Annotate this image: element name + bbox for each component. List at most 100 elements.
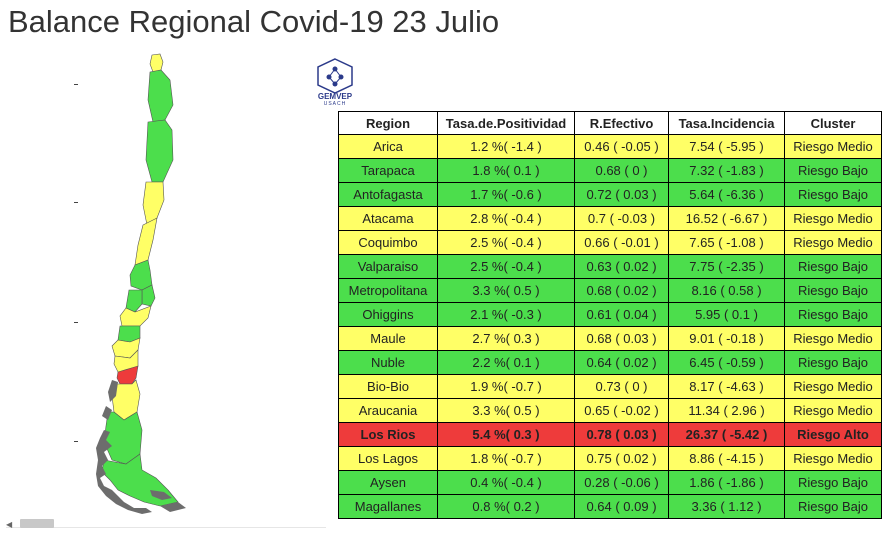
cell-cluster: Riesgo Bajo	[784, 278, 882, 303]
cell-cluster: Riesgo Bajo	[784, 494, 882, 519]
cell-region: Araucania	[338, 398, 438, 423]
map-tick	[74, 202, 78, 203]
cell-incidencia: 7.32 ( -1.83 )	[668, 158, 785, 183]
map-region-tarapaca	[147, 69, 174, 123]
table-row: Atacama 2.8 %( -0.4 ) 0.7 ( -0.03 ) 16.52 (…	[338, 206, 882, 231]
cell-incidencia: 8.86 ( -4.15 )	[668, 446, 785, 471]
cell-r-efectivo: 0.64 ( 0.02 )	[574, 350, 669, 375]
map-region-valparaiso	[129, 259, 153, 291]
cell-region: Nuble	[338, 350, 438, 375]
cell-incidencia: 5.64 ( -6.36 )	[668, 182, 785, 207]
cell-cluster: Riesgo Medio	[784, 230, 882, 255]
cell-region: Los Lagos	[338, 446, 438, 471]
cell-r-efectivo: 0.64 ( 0.09 )	[574, 494, 669, 519]
cell-cluster: Riesgo Medio	[784, 326, 882, 351]
cell-r-efectivo: 0.68 ( 0.03 )	[574, 326, 669, 351]
chevron-left-icon[interactable]: ◀	[6, 520, 13, 529]
map-tick	[74, 441, 78, 442]
cell-region: Valparaiso	[338, 254, 438, 279]
table-row: Metropolitana 3.3 %( 0.5 ) 0.68 ( 0.02 ) 8.…	[338, 278, 882, 303]
cell-incidencia: 7.54 ( -5.95 )	[668, 134, 785, 159]
cell-region: Metropolitana	[338, 278, 438, 303]
map-region-coquimbo	[134, 217, 158, 266]
cell-cluster: Riesgo Bajo	[784, 254, 882, 279]
map-region-antofagasta	[145, 119, 174, 183]
chile-region-map	[60, 50, 260, 520]
table-row: Coquimbo 2.5 %( -0.4 ) 0.66 ( -0.01 ) 7.65 …	[338, 230, 882, 255]
table-row: Los Rios 5.4 %( 0.3 ) 0.78 ( 0.03 ) 26.37 (…	[338, 422, 882, 447]
header-region: Region	[338, 111, 438, 135]
cell-region: Coquimbo	[338, 230, 438, 255]
cell-region: Magallanes	[338, 494, 438, 519]
page-title: Balance Regional Covid-19 23 Julio	[8, 4, 500, 39]
cell-cluster: Riesgo Medio	[784, 374, 882, 399]
table-row: Nuble 2.2 %( 0.1 ) 0.64 ( 0.02 ) 6.45 ( -0.…	[338, 350, 882, 375]
cell-incidencia: 8.16 ( 0.58 )	[668, 278, 785, 303]
cell-positividad: 1.7 %( -0.6 )	[437, 182, 575, 207]
cell-region: Bio-Bio	[338, 374, 438, 399]
cell-r-efectivo: 0.65 ( -0.02 )	[574, 398, 669, 423]
cell-positividad: 5.4 %( 0.3 )	[437, 422, 575, 447]
cell-region: Los Rios	[338, 422, 438, 447]
table-row: Bio-Bio 1.9 %( -0.7 ) 0.73 ( 0 ) 8.17 ( -4.…	[338, 374, 882, 399]
cell-incidencia: 6.45 ( -0.59 )	[668, 350, 785, 375]
chile-map-svg	[96, 53, 186, 514]
cell-incidencia: 8.17 ( -4.63 )	[668, 374, 785, 399]
cell-region: Antofagasta	[338, 182, 438, 207]
cell-positividad: 1.8 %( -0.7 )	[437, 446, 575, 471]
map-region-aysen	[103, 411, 143, 465]
cell-positividad: 2.5 %( -0.4 )	[437, 230, 575, 255]
map-region-atacama	[142, 181, 165, 226]
cell-r-efectivo: 0.61 ( 0.04 )	[574, 302, 669, 327]
cell-r-efectivo: 0.68 ( 0 )	[574, 158, 669, 183]
header-cluster: Cluster	[784, 111, 882, 135]
cell-region: Aysen	[338, 470, 438, 495]
cell-cluster: Riesgo Medio	[784, 398, 882, 423]
table-row: Arica 1.2 %( -1.4 ) 0.46 ( -0.05 ) 7.54 ( -…	[338, 134, 882, 159]
cell-incidencia: 1.86 ( -1.86 )	[668, 470, 785, 495]
cell-cluster: Riesgo Bajo	[784, 302, 882, 327]
cell-positividad: 2.8 %( -0.4 )	[437, 206, 575, 231]
cell-positividad: 3.3 %( 0.5 )	[437, 398, 575, 423]
cell-positividad: 1.8 %( 0.1 )	[437, 158, 575, 183]
table-row: Magallanes 0.8 %( 0.2 ) 0.64 ( 0.09 ) 3.36 …	[338, 494, 882, 519]
scrollbar-thumb[interactable]	[20, 519, 54, 528]
cell-incidencia: 11.34 ( 2.96 )	[668, 398, 785, 423]
cell-positividad: 3.3 %( 0.5 )	[437, 278, 575, 303]
coast-fjords	[96, 430, 152, 514]
table-row: Maule 2.7 %( 0.3 ) 0.68 ( 0.03 ) 9.01 ( -0.…	[338, 326, 882, 351]
cell-incidencia: 7.65 ( -1.08 )	[668, 230, 785, 255]
cell-r-efectivo: 0.66 ( -0.01 )	[574, 230, 669, 255]
map-region-ohiggins	[125, 289, 143, 313]
cell-r-efectivo: 0.78 ( 0.03 )	[574, 422, 669, 447]
map-tick	[74, 84, 78, 85]
cell-cluster: Riesgo Bajo	[784, 182, 882, 207]
cell-cluster: Riesgo Bajo	[784, 470, 882, 495]
gemvep-logo	[312, 57, 358, 109]
regional-balance-table: Region Tasa.de.Positividad R.Efectivo Ta…	[338, 111, 882, 519]
table-row: Valparaiso 2.5 %( -0.4 ) 0.63 ( 0.02 ) 7.75…	[338, 254, 882, 279]
cell-region: Tarapaca	[338, 158, 438, 183]
cell-incidencia: 7.75 ( -2.35 )	[668, 254, 785, 279]
table-row: Araucania 3.3 %( 0.5 ) 0.65 ( -0.02 ) 11.34…	[338, 398, 882, 423]
cell-r-efectivo: 0.73 ( 0 )	[574, 374, 669, 399]
scrollbar-track	[6, 527, 326, 528]
cell-region: Arica	[338, 134, 438, 159]
cell-r-efectivo: 0.28 ( -0.06 )	[574, 470, 669, 495]
cell-region: Ohiggins	[338, 302, 438, 327]
cell-positividad: 2.5 %( -0.4 )	[437, 254, 575, 279]
cell-r-efectivo: 0.46 ( -0.05 )	[574, 134, 669, 159]
cell-cluster: Riesgo Medio	[784, 134, 882, 159]
cell-cluster: Riesgo Medio	[784, 206, 882, 231]
cell-positividad: 0.8 %( 0.2 )	[437, 494, 575, 519]
cell-incidencia: 26.37 ( -5.42 )	[668, 422, 785, 447]
cell-positividad: 1.9 %( -0.7 )	[437, 374, 575, 399]
table-row: Tarapaca 1.8 %( 0.1 ) 0.68 ( 0 ) 7.32 ( -1.…	[338, 158, 882, 183]
cell-positividad: 1.2 %( -1.4 )	[437, 134, 575, 159]
cell-cluster: Riesgo Medio	[784, 446, 882, 471]
table-header-row: Region Tasa.de.Positividad R.Efectivo Ta…	[338, 111, 882, 135]
header-r-efectivo: R.Efectivo	[574, 111, 669, 135]
cell-r-efectivo: 0.72 ( 0.03 )	[574, 182, 669, 207]
cell-incidencia: 3.36 ( 1.12 )	[668, 494, 785, 519]
table-body: Arica 1.2 %( -1.4 ) 0.46 ( -0.05 ) 7.54 ( -…	[338, 134, 882, 519]
